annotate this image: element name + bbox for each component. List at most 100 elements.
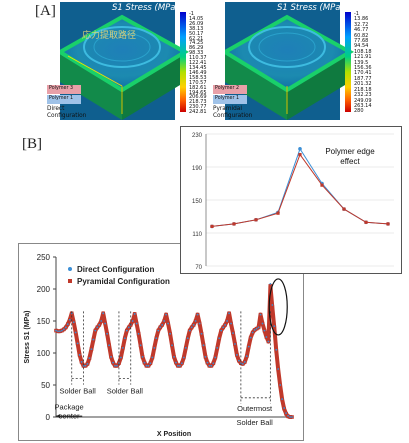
data-point-direct [66, 323, 69, 326]
data-point-direct [259, 313, 262, 316]
data-point-direct [114, 364, 116, 367]
y-tick-label: 50 [41, 381, 50, 390]
data-point-direct [273, 325, 276, 328]
data-point-direct [198, 322, 201, 325]
annotation-package: Package [55, 402, 84, 411]
inset-point-pyramidal [386, 222, 390, 226]
legend-marker-pyramidal [68, 279, 72, 283]
annotation-outermost-solder-ball: Solder Ball [236, 418, 273, 427]
y-tick-label: 200 [37, 285, 51, 294]
data-point-direct [108, 344, 110, 347]
data-point-direct [275, 348, 278, 351]
inset-annotation-line1: Polymer edge [325, 147, 375, 156]
annotation-solder-ball: Solder Ball [107, 386, 144, 395]
data-point-direct [149, 362, 152, 365]
data-point-direct [171, 344, 173, 347]
data-point-direct [82, 364, 85, 367]
data-point-direct [165, 313, 168, 316]
inset-point-pyramidal [276, 211, 280, 215]
data-point-direct [106, 332, 109, 335]
data-point-direct [143, 361, 146, 364]
data-point-direct [169, 332, 171, 335]
data-point-direct [84, 364, 87, 367]
data-point-direct [230, 322, 232, 325]
data-point-direct [279, 384, 282, 386]
data-point-direct [155, 337, 158, 340]
data-point-direct [277, 368, 280, 370]
data-point-direct [116, 364, 118, 367]
data-point-direct [55, 329, 57, 332]
data-point-direct [253, 329, 256, 331]
data-point-direct [186, 337, 189, 340]
chart-frame [18, 243, 304, 441]
annotation-solder-ball: Solder Ball [59, 386, 96, 395]
inset-point-pyramidal [298, 153, 302, 157]
data-point-direct [194, 320, 197, 322]
data-point-direct [289, 416, 291, 418]
data-point-direct [208, 364, 211, 367]
inset-point-direct [298, 147, 302, 151]
inset-y-tick-label: 230 [192, 133, 203, 139]
data-point-direct [190, 326, 193, 329]
data-point-direct [255, 327, 258, 330]
data-point-direct [291, 416, 293, 418]
y-axis-label: Stress S1 (MPa) [24, 311, 31, 364]
legend-label-direct: Direct Configuration [77, 265, 154, 274]
data-point-direct [118, 362, 120, 365]
configuration-label: Pyramidal Configuration [213, 106, 253, 119]
inset-annotation-line2: effect [340, 157, 360, 166]
color-scale-labels: -1 14.05 26.09 38.13 50.17 62.21 74.25 8… [189, 11, 207, 116]
data-point-direct [175, 361, 177, 364]
inset-y-tick-label: 110 [192, 232, 202, 238]
data-point-direct [135, 322, 138, 325]
polymer-top-box: Polymer 3 [47, 85, 81, 94]
data-point-direct [238, 359, 240, 362]
data-point-direct [125, 329, 128, 332]
data-point-pyramidal [268, 284, 273, 288]
data-point-direct [265, 336, 268, 338]
data-point-direct [267, 340, 270, 343]
data-point-direct [212, 362, 215, 365]
data-point-direct [263, 329, 266, 332]
data-point-direct [232, 332, 234, 335]
data-point-direct [283, 407, 286, 409]
data-point-direct [177, 364, 179, 367]
data-point-direct [271, 304, 274, 306]
data-point-direct [269, 282, 272, 285]
data-point-direct [184, 346, 187, 349]
simulation-panel-direct: S1 Stress (MPa) 応力提取路径 -1 14.05 26.09 38… [47, 2, 240, 120]
data-point-direct [285, 412, 287, 415]
data-point-direct [182, 356, 185, 359]
data-point-direct [179, 364, 181, 367]
data-point-direct [196, 313, 199, 316]
data-point-direct [151, 356, 154, 359]
panel-title: S1 Stress (MPa) [277, 3, 344, 13]
data-point-direct [167, 322, 170, 325]
data-point-direct [216, 346, 219, 349]
data-point-direct [78, 354, 81, 356]
data-point-direct [218, 337, 221, 340]
data-point-direct [88, 357, 91, 360]
polymer-bottom-box: Polymer 1 [47, 95, 81, 104]
data-point-direct [61, 329, 63, 332]
data-point-direct [226, 320, 229, 322]
data-point-direct [257, 326, 260, 329]
data-point-direct [161, 323, 164, 326]
stress-line-chart: 0 50 100 150 200 250 Stress S1 (MPa) X Position… [18, 243, 304, 441]
configuration-label: Direct Configuration [47, 106, 87, 119]
data-point-direct [173, 355, 175, 358]
figure-label-b: [B] [22, 136, 42, 152]
data-point-direct [210, 364, 213, 367]
data-point-direct [59, 330, 61, 333]
y-tick-label: 150 [37, 317, 51, 326]
polymer-bottom-box: Polymer 1 [213, 95, 247, 104]
data-point-direct [224, 323, 227, 326]
polymer-top-box: Polymer 2 [213, 85, 247, 94]
data-point-direct [141, 355, 144, 358]
data-point-direct [153, 346, 156, 349]
data-point-direct [206, 361, 209, 364]
data-point-direct [204, 355, 207, 358]
data-point-direct [236, 354, 238, 356]
data-point-direct [68, 318, 71, 321]
data-point-direct [147, 364, 150, 367]
